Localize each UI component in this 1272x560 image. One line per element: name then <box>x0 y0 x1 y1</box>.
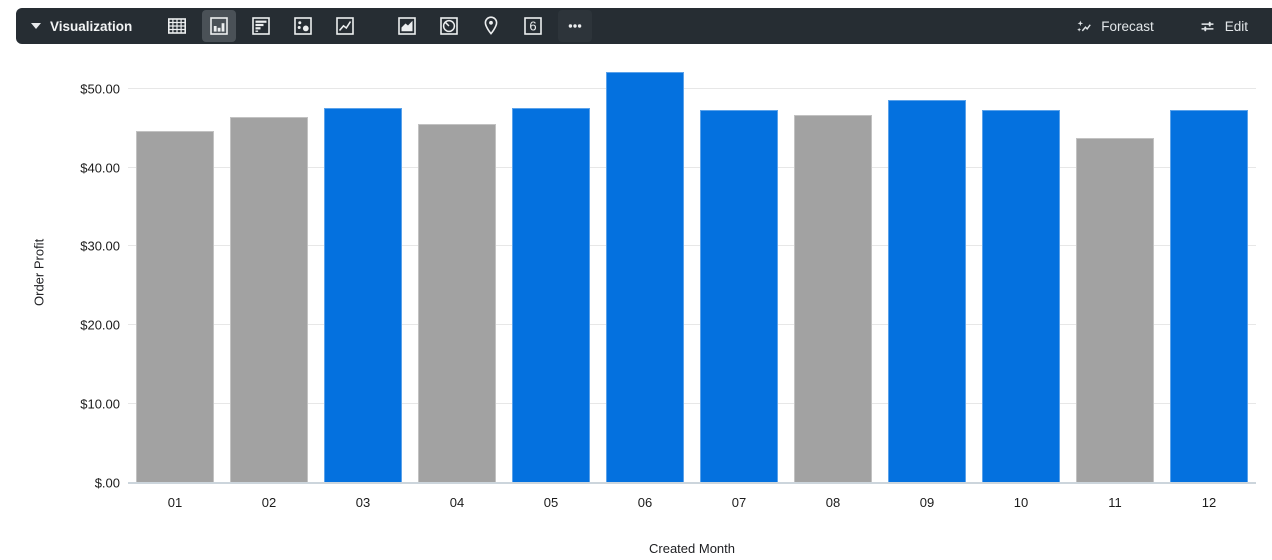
x-axis-line <box>128 482 1256 484</box>
bar-slot: 07 <box>692 62 786 510</box>
bar-10[interactable] <box>982 110 1060 483</box>
chart-type-line-button[interactable] <box>328 10 362 42</box>
x-tick-label: 08 <box>825 495 841 510</box>
x-tick-label: 02 <box>261 495 277 510</box>
plot-area: 01 02 03 04 05 06 07 08 09 10 11 12 <box>128 62 1256 510</box>
svg-text:6: 6 <box>530 19 537 34</box>
edit-button[interactable]: Edit <box>1198 17 1248 36</box>
line-chart-icon <box>336 17 355 35</box>
y-axis: $.00 $10.00 $20.00 $30.00 $40.00 $50.00 <box>0 62 120 490</box>
x-tick-label: 05 <box>543 495 559 510</box>
chart-type-table-button[interactable] <box>160 10 194 42</box>
bar-slot: 04 <box>410 62 504 510</box>
column-chart-icon <box>210 17 229 35</box>
y-tick-label: $.00 <box>94 475 120 491</box>
gridline <box>128 87 1256 89</box>
bar-09[interactable] <box>888 99 966 483</box>
table-icon <box>168 18 187 34</box>
chart-type-map-button[interactable] <box>474 10 508 42</box>
toolbar-title: Visualization <box>50 18 133 34</box>
bar-06[interactable] <box>606 72 684 483</box>
bar-slot: 03 <box>316 62 410 510</box>
bar-08[interactable] <box>794 114 872 483</box>
gridline <box>128 245 1256 247</box>
bar-04[interactable] <box>418 123 496 483</box>
visualization-toolbar: Visualization <box>16 8 1272 44</box>
bar-slot: 10 <box>974 62 1068 510</box>
bar-slot: 01 <box>128 62 222 510</box>
x-tick-label: 03 <box>355 495 371 510</box>
forecast-button[interactable]: Forecast <box>1074 17 1154 36</box>
pie-chart-icon <box>440 17 459 35</box>
bar-series: 01 02 03 04 05 06 07 08 09 10 11 12 <box>128 62 1256 510</box>
visualization-collapse-toggle[interactable]: Visualization <box>16 8 132 44</box>
column-chart: Order Profit $.00 $10.00 $20.00 $30.00 $40.0… <box>0 44 1272 560</box>
bar-12[interactable] <box>1170 110 1248 483</box>
x-tick-label: 07 <box>731 495 747 510</box>
bar-slot: 09 <box>880 62 974 510</box>
bar-05[interactable] <box>512 107 590 483</box>
x-tick-label: 06 <box>637 495 653 510</box>
chart-type-column-button[interactable] <box>202 10 237 42</box>
map-pin-icon <box>484 16 498 35</box>
bar-03[interactable] <box>324 107 402 483</box>
x-tick-label: 04 <box>449 495 465 510</box>
x-tick-label: 09 <box>919 495 935 510</box>
edit-label: Edit <box>1224 18 1248 34</box>
bar-02[interactable] <box>230 117 308 483</box>
ellipsis-icon <box>568 24 582 28</box>
bar-slot: 11 <box>1068 62 1162 510</box>
y-tick-label: $50.00 <box>80 81 120 97</box>
x-tick-label: 10 <box>1013 495 1029 510</box>
chart-type-area-button[interactable] <box>390 10 424 42</box>
x-tick-label: 12 <box>1201 495 1217 510</box>
scatter-plot-icon <box>294 17 313 35</box>
y-tick-label: $30.00 <box>80 238 120 254</box>
bar-11[interactable] <box>1076 138 1154 483</box>
chart-type-switcher: 6 <box>160 8 593 44</box>
y-tick-label: $10.00 <box>80 396 120 412</box>
bar-slot: 08 <box>786 62 880 510</box>
single-value-icon: 6 <box>524 17 543 35</box>
bar-chart-icon <box>252 17 271 35</box>
y-tick-label: $40.00 <box>80 160 120 176</box>
area-chart-icon <box>398 17 417 35</box>
bar-slot: 02 <box>222 62 316 510</box>
x-tick-label: 11 <box>1108 495 1122 510</box>
bar-01[interactable] <box>136 131 214 483</box>
bar-07[interactable] <box>700 110 778 483</box>
x-axis-title: Created Month <box>649 541 735 556</box>
forecast-label: Forecast <box>1101 18 1154 34</box>
y-tick-label: $20.00 <box>80 317 120 333</box>
chart-type-bar-button[interactable] <box>244 10 278 42</box>
gridline <box>128 166 1256 168</box>
caret-down-icon <box>31 23 41 29</box>
edit-settings-icon <box>1201 21 1214 31</box>
chart-type-scatter-button[interactable] <box>286 10 320 42</box>
bar-slot: 06 <box>598 62 692 510</box>
chart-type-pie-button[interactable] <box>432 10 466 42</box>
forecast-sparkle-icon <box>1077 20 1092 32</box>
x-tick-label: 01 <box>167 495 183 510</box>
bar-slot: 05 <box>504 62 598 510</box>
chart-type-single-value-button[interactable]: 6 <box>516 10 550 42</box>
more-chart-types-button[interactable] <box>558 10 593 42</box>
bar-slot: 12 <box>1162 62 1256 510</box>
gridline <box>128 403 1256 405</box>
gridline <box>128 324 1256 326</box>
